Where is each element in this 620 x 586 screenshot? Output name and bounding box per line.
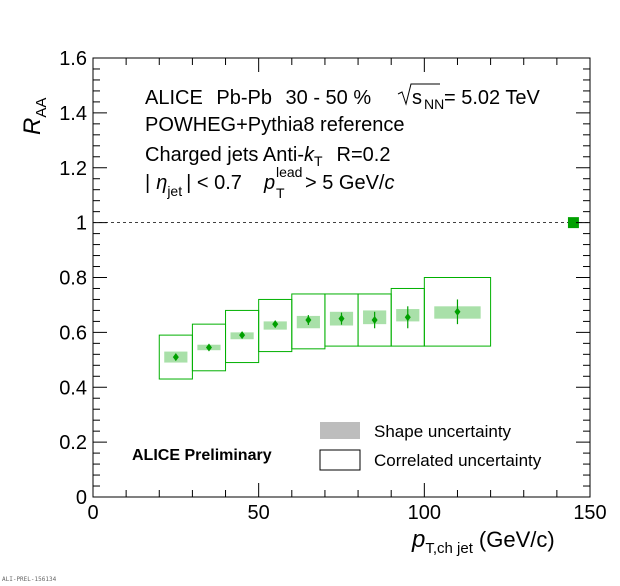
y-tick-label: 0 [76, 487, 87, 509]
y-tick-label: 1.4 [59, 103, 87, 125]
annotation-block: ALICE Pb-Pb 30 - 50 % s NN = 5.02 TeV PO… [145, 83, 540, 201]
y-tick-label: 0.8 [59, 268, 87, 290]
legend-label-shape: Shape uncertainty [374, 422, 512, 441]
x-axis-title: pT,ch jet (GeV/c) [411, 526, 555, 557]
annotation-abs-open: | [145, 172, 150, 194]
annotation-k: k [304, 144, 315, 166]
annotation-sqrt-sub: NN [424, 96, 444, 112]
sqrt-symbol [397, 83, 440, 106]
legend-swatch-shape [320, 422, 360, 439]
y-axis-title: RAA [19, 98, 50, 135]
y-tick-label: 0.6 [59, 322, 87, 344]
annotation-pt-sup: lead [276, 164, 302, 180]
normalization-uncertainty-box [567, 217, 579, 229]
y-tick-label: 0.4 [59, 377, 87, 399]
annotation-system: Pb-Pb [216, 87, 272, 109]
annotation-pt: p [263, 172, 275, 194]
x-tick-label: 50 [248, 502, 270, 524]
y-tick-label: 1.6 [59, 48, 87, 70]
annotation-eta-sub: jet [166, 183, 182, 199]
annotation-line1: ALICE Pb-Pb 30 - 50 % [145, 87, 371, 109]
legend-swatch-correlated [319, 449, 361, 471]
data-point [454, 307, 461, 316]
data-point [371, 316, 378, 325]
annotation-collab: ALICE [145, 87, 203, 109]
x-tick-label: 100 [408, 502, 441, 524]
annotation-eta: η [156, 172, 167, 194]
legend: Shape uncertainty Correlated uncertainty [319, 422, 542, 471]
annotation-k-sub: T [314, 153, 323, 169]
annotation-line3: Charged jets Anti-kT R=0.2 [145, 144, 390, 169]
annotation-pt-cut: > 5 GeV/c [305, 172, 395, 194]
correlated-uncertainty-box [423, 277, 492, 347]
annotation-jets: Charged jets Anti- [145, 144, 304, 166]
annotation-eta-cut: | < 0.7 [186, 172, 242, 194]
annotation-line2: POWHEG+Pythia8 reference [145, 114, 405, 136]
data-point [305, 316, 312, 325]
annotation-sqrt-s: s [412, 87, 422, 109]
data-point [338, 314, 345, 323]
x-tick-label: 0 [87, 502, 98, 524]
data-point [172, 353, 179, 362]
preliminary-label: ALICE Preliminary [132, 447, 272, 464]
annotation-energy: = 5.02 TeV [444, 87, 540, 109]
y-tick-label: 1.2 [59, 158, 87, 180]
x-tick-label: 150 [573, 502, 606, 524]
data-point [239, 331, 246, 340]
legend-label-correlated: Correlated uncertainty [374, 451, 542, 470]
annotation-centrality: 30 - 50 % [286, 87, 372, 109]
data-point [205, 343, 212, 352]
y-tick-label: 1 [76, 213, 87, 235]
data-point [404, 313, 411, 322]
annotation-pt-sub: T [276, 185, 285, 201]
annotation-line4: | ηjet | < 0.7 [145, 172, 242, 199]
annotation-radius: R=0.2 [337, 144, 391, 166]
y-tick-label: 0.2 [59, 432, 87, 454]
figure-id: ALI-PREL-156134 [2, 576, 57, 583]
data-point [272, 320, 279, 329]
